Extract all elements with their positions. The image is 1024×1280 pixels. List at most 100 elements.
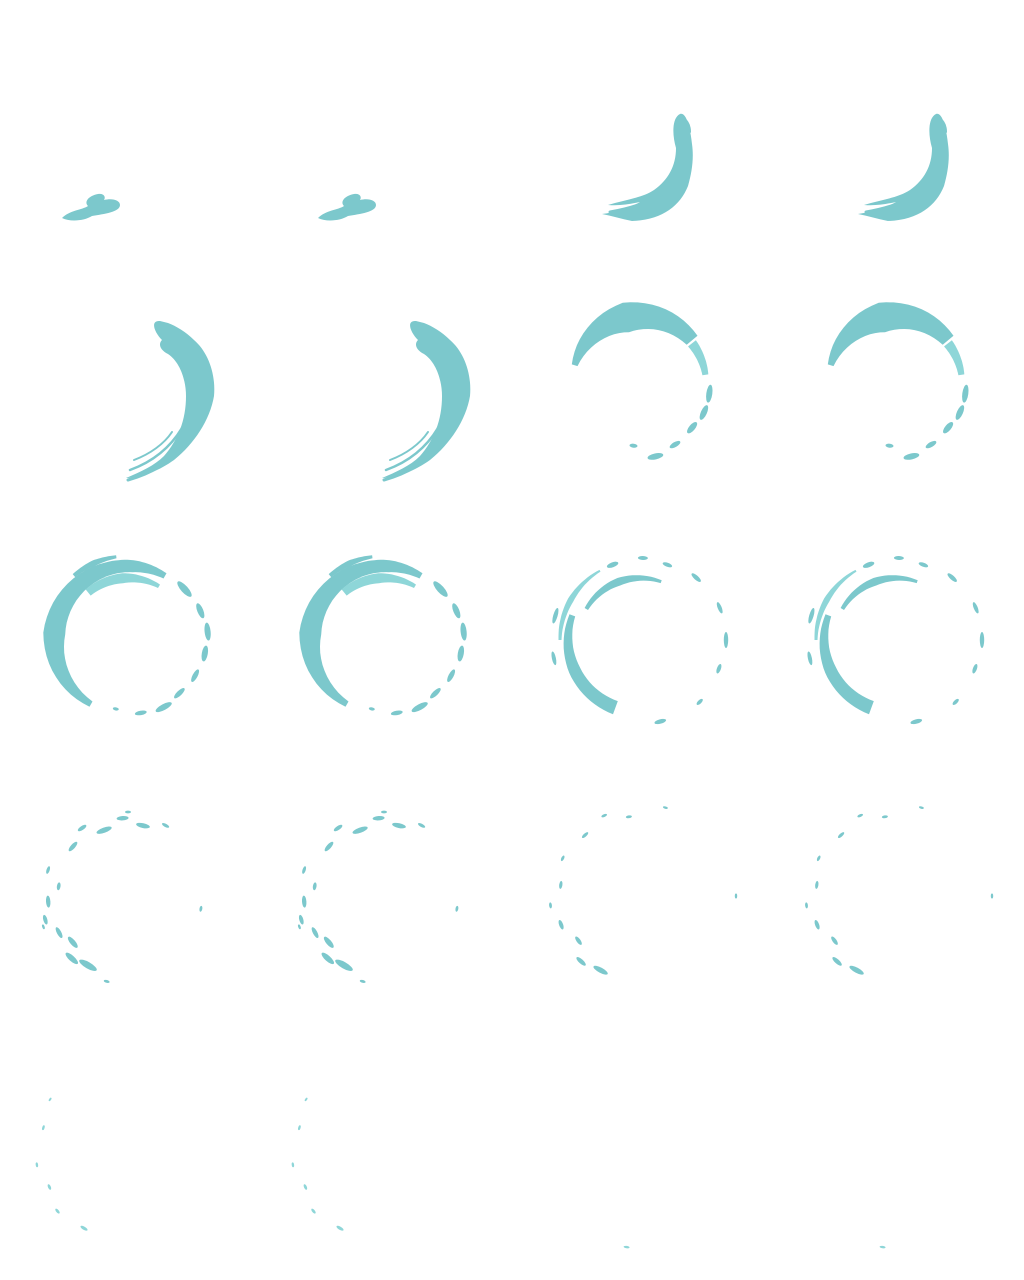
splash-droplet (455, 905, 459, 912)
splash-droplet (637, 555, 648, 561)
splash-droplet (77, 824, 87, 832)
splash-droplet (857, 813, 863, 818)
splash-ring-inner (341, 573, 416, 596)
splash-effect-graphic (297, 810, 459, 983)
splash-droplet (55, 1208, 60, 1214)
splash-droplet (336, 1225, 344, 1231)
splash-droplet (333, 824, 343, 832)
splash-blob (62, 193, 120, 221)
splash-droplet (879, 1245, 886, 1249)
splash-droplet (581, 832, 589, 839)
splash-highlight (937, 118, 947, 133)
splash-droplet (103, 979, 110, 983)
splash-droplet (301, 895, 307, 908)
splash-effect-graphic (549, 806, 738, 975)
splash-ring-outer (72, 555, 117, 578)
splash-droplet (885, 443, 894, 448)
splash-droplet (430, 688, 441, 699)
splash-droplet (297, 924, 301, 930)
splash-droplet (669, 440, 681, 449)
splash-droplet (716, 663, 722, 674)
splash-droplet (199, 905, 203, 912)
splash-droplet (321, 952, 335, 965)
splash-droplet (67, 936, 78, 948)
splash-droplet (161, 823, 170, 828)
splash-droplet (311, 1208, 316, 1214)
splash-effect-graphic (35, 1097, 88, 1231)
splash-ring-inner (840, 575, 918, 610)
splash-droplet (625, 815, 632, 819)
splash-ring-outer (328, 555, 373, 578)
splash-droplet (55, 927, 63, 938)
splash-effect-graphic (382, 320, 471, 482)
splash-streak (382, 440, 444, 482)
splash-droplet (629, 443, 638, 448)
splash-ring-left (43, 563, 106, 707)
splash-droplet (417, 823, 426, 828)
splash-droplet (304, 1097, 308, 1102)
splash-droplet (68, 841, 78, 852)
splash-arc-segment (688, 340, 709, 376)
splash-effect-graphic (879, 1245, 886, 1249)
splash-droplet (918, 806, 924, 809)
splash-droplet (734, 893, 738, 899)
splash-droplet (96, 826, 112, 834)
splash-droplet (654, 718, 667, 725)
splash-droplet (80, 1225, 88, 1231)
splash-effect-graphic (43, 555, 211, 716)
splash-effect-graphic (571, 302, 713, 460)
splash-streak (384, 426, 440, 472)
splash-droplet (918, 562, 929, 568)
splash-droplet (816, 855, 821, 862)
splash-droplet (177, 581, 192, 597)
splash-droplet (943, 422, 954, 434)
splash-droplet (979, 632, 985, 648)
splash-droplet (687, 422, 698, 434)
splash-droplet (352, 826, 368, 834)
sprite-frame-5 (0, 256, 256, 512)
splash-blob (318, 193, 376, 221)
splash-streak (128, 426, 184, 472)
splash-droplet (125, 810, 131, 814)
splash-effect-graphic (858, 113, 949, 221)
sprite-frame-18 (256, 1024, 512, 1280)
splash-droplet (560, 855, 565, 862)
splash-droplet (972, 663, 978, 674)
sprite-frame-4 (768, 0, 1024, 256)
splash-droplet (606, 561, 619, 568)
splash-blade (858, 113, 949, 221)
splash-droplet (716, 602, 723, 614)
sprite-frame-8 (768, 256, 1024, 512)
splash-droplet (925, 440, 937, 449)
splash-arc (827, 302, 954, 367)
splash-ring-outer (814, 569, 857, 640)
sprite-frame-6 (256, 256, 512, 512)
splash-droplet (623, 1245, 630, 1249)
splash-droplet (42, 914, 48, 925)
splash-droplet (447, 669, 456, 682)
splash-droplet (814, 919, 820, 930)
splash-ring-inner (85, 573, 160, 596)
splash-streak (864, 188, 926, 214)
splash-streak (325, 209, 357, 215)
splash-droplet (805, 902, 808, 909)
splash-ring-inner (584, 575, 662, 610)
splash-ring-left (299, 563, 362, 707)
splash-droplet (706, 384, 713, 403)
splash-droplet (392, 822, 406, 829)
splash-droplet (381, 810, 387, 814)
splash-ring-top (353, 559, 423, 579)
sprite-frame-10 (256, 512, 512, 768)
splash-droplet (335, 959, 353, 972)
splash-droplet (35, 1162, 39, 1168)
splash-droplet (815, 880, 819, 889)
splash-droplet (196, 603, 205, 619)
splash-droplet (298, 914, 304, 925)
splash-droplet (368, 707, 375, 711)
splash-effect-graphic (807, 555, 985, 725)
splash-effect-graphic (62, 193, 120, 221)
sprite-frame-12 (768, 512, 1024, 768)
splash-droplet (601, 813, 607, 818)
splash-blade (602, 113, 693, 221)
splash-droplet (452, 603, 461, 619)
